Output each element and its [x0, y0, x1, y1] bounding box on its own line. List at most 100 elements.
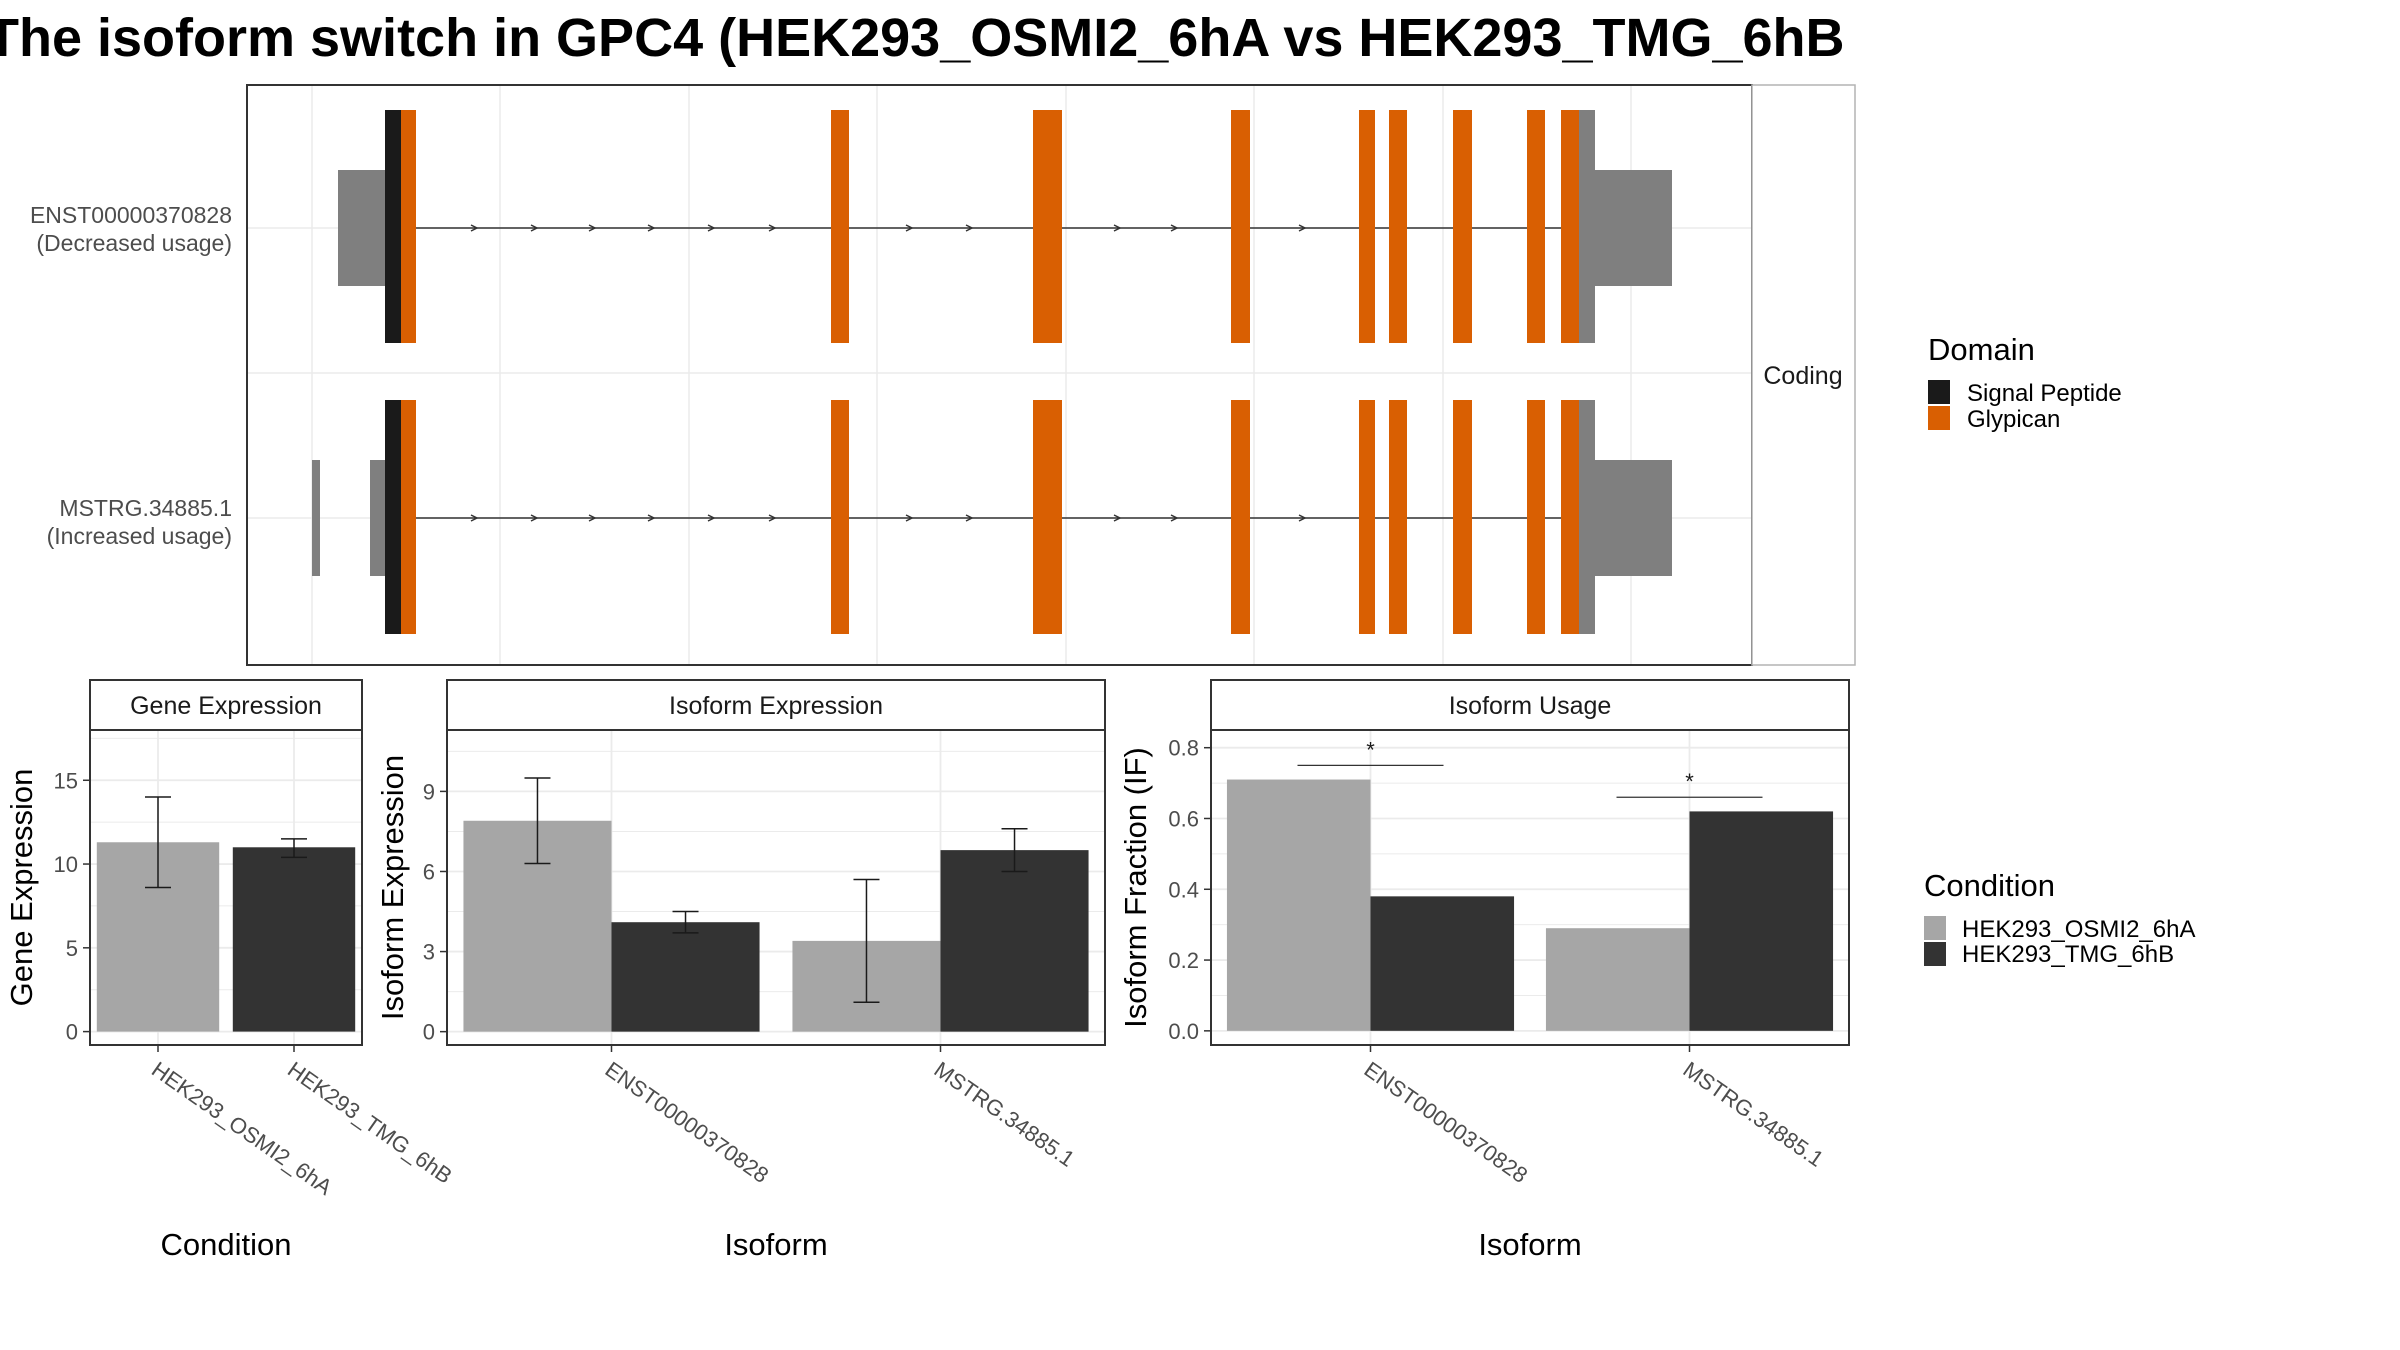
bar-HEK293_OSMI2_6hA-ENST00000370828 [1226, 779, 1371, 1031]
bar-HEK293_TMG_6hB [232, 847, 356, 1032]
strand-arrow [530, 514, 539, 522]
condition-legend-swatch-b [1924, 942, 1946, 966]
strand-arrow [470, 514, 479, 522]
glypican-block [831, 110, 849, 343]
transcript-1-note: (Decreased usage) [36, 230, 232, 256]
utr-block [1579, 400, 1595, 634]
strand-arrow [905, 514, 914, 522]
strand-arrow [588, 514, 597, 522]
domain-legend-swatch-glypican [1928, 406, 1950, 430]
utr-block [1595, 460, 1672, 576]
strand-arrow [965, 514, 974, 522]
strand-arrow [470, 224, 479, 232]
bar-HEK293_OSMI2_6hA-MSTRG.34885.1 [1545, 928, 1690, 1031]
glypican-block [1231, 400, 1250, 634]
structure-tracks [312, 110, 1672, 634]
glypican-block [1527, 400, 1545, 634]
utr-block [338, 170, 385, 286]
x-tick-label: MSTRG.34885.1 [1679, 1057, 1829, 1172]
strand-arrow [647, 514, 656, 522]
transcript-1-id: ENST00000370828 [30, 202, 232, 228]
figure-title: The isoform switch in GPC4 (HEK293_OSMI2… [0, 8, 1845, 68]
strand-arrow [1113, 224, 1122, 232]
condition-legend-label-a: HEK293_OSMI2_6hA [1962, 916, 2195, 943]
condition-legend-label-b: HEK293_TMG_6hB [1962, 941, 2174, 968]
glypican-block [401, 400, 416, 634]
condition-legend-swatch-a [1924, 916, 1946, 940]
utr-block [1579, 110, 1595, 343]
x-axis-title: Condition [161, 1227, 292, 1262]
condition-legend: Condition HEK293_OSMI2_6hA HEK293_TMG_6h… [1924, 868, 2195, 968]
bar-HEK293_TMG_6hB-MSTRG.34885.1 [940, 850, 1089, 1032]
strand-arrow [965, 224, 974, 232]
bar-HEK293_TMG_6hB-ENST00000370828 [611, 922, 760, 1032]
x-tick-label: ENST00000370828 [1360, 1057, 1533, 1188]
domain-legend: Domain Signal Peptide Glypican [1928, 332, 2122, 433]
domain-legend-swatch-signal-peptide [1928, 380, 1950, 404]
transcript-2-note: (Increased usage) [47, 523, 232, 549]
significance-label: * [1366, 737, 1375, 762]
strand-arrow [1298, 514, 1307, 522]
strand-arrow [530, 224, 539, 232]
strand-arrow [768, 514, 777, 522]
y-tick-label: 0.4 [1168, 877, 1199, 902]
y-tick-label: 15 [54, 768, 78, 793]
bar-HEK293_TMG_6hB-MSTRG.34885.1 [1689, 811, 1834, 1031]
y-tick-label: 0.0 [1168, 1019, 1199, 1044]
structure-panel-background [246, 84, 1753, 666]
glypican-block [1561, 400, 1579, 634]
transcript-2-id: MSTRG.34885.1 [59, 495, 232, 521]
domain-legend-title: Domain [1928, 332, 2035, 367]
isoform-expression-chart: Isoform Expression 0 3 6 9 ENST00000370828 MST… [375, 679, 1106, 1262]
glypican-block [1389, 110, 1407, 343]
transcript-track-1 [338, 110, 1672, 343]
glypican-block [1453, 110, 1472, 343]
strand-arrow [905, 224, 914, 232]
coding-strip-background [1751, 84, 1856, 666]
y-axis-title: Isoform Expression [375, 755, 410, 1020]
strip-background [89, 679, 363, 731]
significance-label: * [1685, 769, 1694, 794]
y-tick-label: 0.6 [1168, 806, 1199, 831]
strand-arrow [1170, 514, 1179, 522]
strand-arrow [768, 224, 777, 232]
domain-legend-label-signal-peptide: Signal Peptide [1967, 380, 2122, 407]
y-tick-label: 9 [423, 779, 435, 804]
utr-block [312, 460, 320, 576]
glypican-block [1359, 400, 1375, 634]
glypican-block [831, 400, 849, 634]
y-tick-label: 0 [66, 1020, 78, 1045]
glypican-block [1561, 110, 1579, 343]
x-axis-title: Isoform [1478, 1227, 1581, 1262]
y-tick-label: 0.2 [1168, 948, 1199, 973]
glypican-block [1527, 110, 1545, 343]
strip-background [1210, 679, 1850, 731]
transcript-structure-panel: Coding ENST00000370828 (Decreased usage)… [30, 84, 1856, 666]
strip-title: Isoform Expression [669, 692, 883, 720]
glypican-block [1359, 110, 1375, 343]
glypican-block [401, 110, 416, 343]
y-tick-label: 6 [423, 859, 435, 884]
utr-block [1595, 170, 1672, 286]
condition-legend-title: Condition [1924, 868, 2055, 903]
strand-arrow [707, 514, 716, 522]
y-tick-label: 3 [423, 940, 435, 965]
strand-arrow [647, 224, 656, 232]
strand-arrow [1298, 224, 1307, 232]
isoform-usage-chart: * * Isoform Usage 0.0 0.2 0.4 0.6 0.8 ENST000003… [1118, 679, 1850, 1262]
x-tick-label: ENST00000370828 [601, 1057, 774, 1188]
y-tick-label: 10 [54, 852, 78, 877]
glypican-block [1389, 400, 1407, 634]
coding-strip-label: Coding [1763, 362, 1842, 390]
signal-peptide-block [385, 400, 401, 634]
strand-arrow [707, 224, 716, 232]
y-tick-label: 5 [66, 936, 78, 961]
glypican-block [1033, 110, 1062, 343]
y-axis-title: Isoform Fraction (IF) [1118, 747, 1153, 1028]
bar-HEK293_TMG_6hB-ENST00000370828 [1370, 896, 1515, 1031]
transcript-track-2 [312, 400, 1672, 634]
strand-arrow [1113, 514, 1122, 522]
x-axis-title: Isoform [724, 1227, 827, 1262]
strand-arrow [588, 224, 597, 232]
